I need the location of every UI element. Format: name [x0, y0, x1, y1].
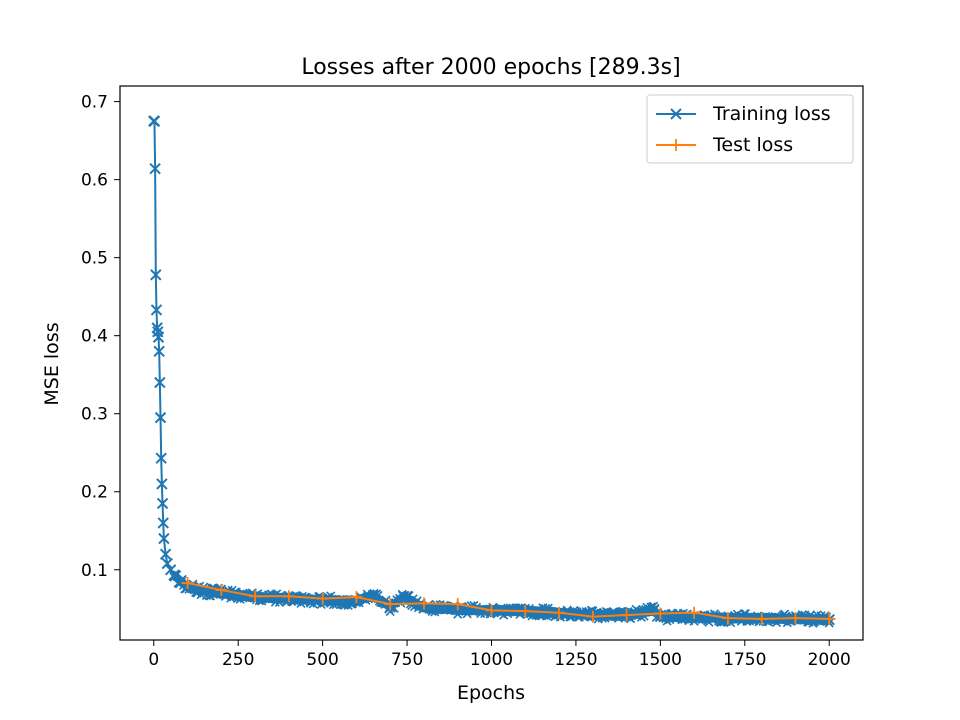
test-loss-point [519, 605, 532, 618]
test-loss-point [721, 612, 734, 625]
test-loss-point [316, 592, 329, 605]
y-tick-label: 0.5 [81, 249, 108, 269]
test-loss-point [823, 612, 836, 625]
x-tick-label: 1500 [639, 650, 682, 670]
test-loss-point [181, 577, 194, 590]
test-loss-point [417, 597, 430, 610]
training-loss-point [397, 590, 410, 603]
training-loss-point [164, 564, 177, 576]
training-loss-point [149, 163, 161, 175]
plot-area [148, 115, 836, 628]
training-loss-point [151, 322, 163, 334]
x-tick-label: 500 [306, 650, 338, 670]
training-loss-point [150, 304, 163, 316]
y-tick-label: 0.6 [81, 171, 108, 191]
training-loss-point [154, 376, 166, 389]
test-loss-markers [181, 577, 836, 625]
training-loss-point [153, 345, 165, 358]
y-tick-label: 0.3 [81, 405, 108, 425]
chart-title: Losses after 2000 epochs [289.3s] [301, 55, 680, 80]
test-loss-point [789, 612, 802, 625]
training-loss-point [367, 589, 380, 602]
legend: Training loss Test loss [646, 94, 854, 164]
y-tick-label: 0.2 [81, 483, 108, 503]
x-tick-label: 1000 [470, 650, 513, 670]
test-loss-point [282, 590, 295, 603]
test-loss-point [553, 606, 566, 619]
y-tick-label: 0.4 [81, 327, 108, 347]
x-axis-label: Epochs [457, 682, 525, 704]
training-loss-point [155, 452, 167, 464]
legend-items: Training loss Test loss [656, 103, 831, 156]
x-tick-label: 0 [148, 650, 159, 670]
training-loss-point [157, 517, 169, 529]
y-tick-label: 0.7 [81, 93, 108, 113]
x-tick-label: 250 [222, 650, 254, 670]
training-loss-point [158, 532, 170, 545]
x-tick-label: 2000 [808, 650, 851, 670]
legend-marker-test [670, 139, 682, 151]
y-axis-ticks: 0.1 0.2 0.3 0.4 0.5 0.6 0.7 [81, 93, 120, 581]
test-loss-point [350, 591, 363, 604]
legend-label: Training loss [712, 103, 831, 125]
training-loss-point [159, 548, 172, 560]
test-loss-point [654, 607, 667, 620]
test-loss-point [688, 606, 701, 619]
training-loss-point [152, 331, 165, 343]
test-loss-point [620, 609, 633, 622]
test-loss-point [215, 584, 228, 597]
y-tick-label: 0.1 [81, 561, 108, 581]
test-loss-point [485, 604, 498, 617]
training-loss-point [154, 411, 167, 424]
training-loss-point [150, 269, 162, 281]
y-axis-label: MSE loss [41, 322, 63, 405]
plot-frame [119, 85, 864, 641]
x-axis-ticks: 0 250 500 750 1000 1250 1500 1750 2000 [148, 640, 851, 670]
training-loss-point [156, 478, 168, 490]
x-tick-label: 1750 [723, 650, 766, 670]
test-loss-point [249, 590, 262, 603]
legend-label: Test loss [712, 134, 793, 156]
test-loss-point [586, 610, 599, 623]
legend-marker-training [670, 108, 682, 120]
test-loss-point [384, 598, 397, 611]
x-tick-label: 750 [391, 650, 423, 670]
training-loss-point [156, 497, 169, 510]
training-loss-point [161, 557, 173, 570]
x-tick-label: 1250 [554, 650, 597, 670]
test-loss-point [755, 612, 768, 625]
legend-box [646, 94, 854, 164]
test-loss-point [451, 598, 464, 611]
training-loss-point [148, 115, 161, 127]
